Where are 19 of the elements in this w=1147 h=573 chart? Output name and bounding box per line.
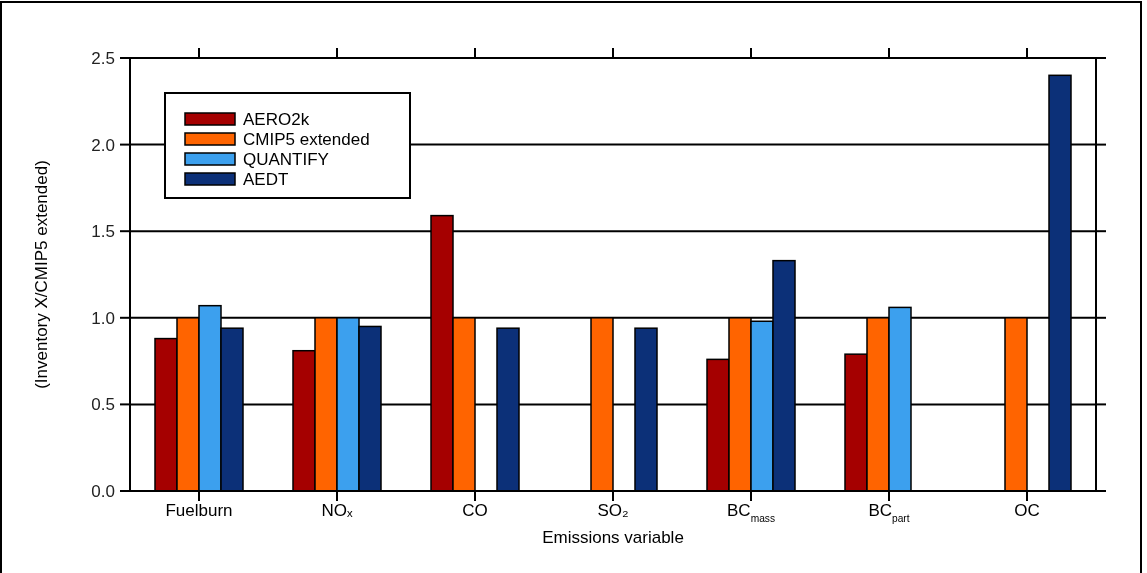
- x-tick-label: SO₂: [597, 501, 629, 520]
- legend-label: QUANTIFY: [243, 150, 329, 169]
- y-tick-label: 1.5: [91, 222, 115, 242]
- y-tick-label: 1.0: [91, 308, 115, 328]
- y-tick-label: 0.5: [91, 395, 115, 415]
- x-tick-label: NOₓ: [321, 501, 353, 520]
- y-tick-label: 2.5: [91, 49, 115, 68]
- legend-label: CMIP5 extended: [243, 130, 370, 149]
- x-tick-label: OC: [1014, 501, 1040, 520]
- y-tick-label: 2.0: [91, 135, 115, 155]
- x-tick-label: BC$_{part}$: [868, 501, 910, 524]
- y-axis-title: (Inventory X/CMIP5 extended): [32, 160, 51, 389]
- legend-label: AEDT: [243, 170, 289, 189]
- legend-label: AERO2k: [243, 110, 310, 129]
- x-tick-label: BC$_{mass}$: [727, 501, 775, 524]
- x-axis-title: Emissions variable: [542, 528, 684, 547]
- x-tick-label: Fuelburn: [165, 501, 233, 520]
- y-tick-label: 0.0: [91, 482, 115, 501]
- x-tick-label: CO: [462, 501, 488, 520]
